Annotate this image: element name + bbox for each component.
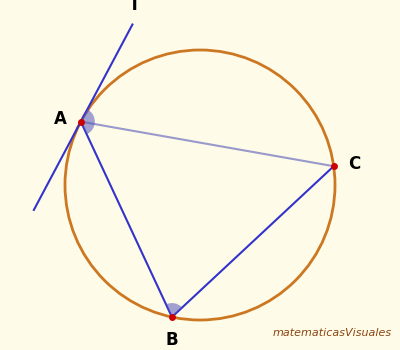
Wedge shape bbox=[81, 109, 95, 134]
Wedge shape bbox=[166, 303, 182, 317]
Text: A: A bbox=[54, 110, 67, 128]
Text: matematicasVisuales: matematicasVisuales bbox=[273, 328, 392, 338]
Text: C: C bbox=[348, 155, 360, 173]
Text: T: T bbox=[129, 0, 140, 14]
Text: B: B bbox=[166, 331, 178, 349]
